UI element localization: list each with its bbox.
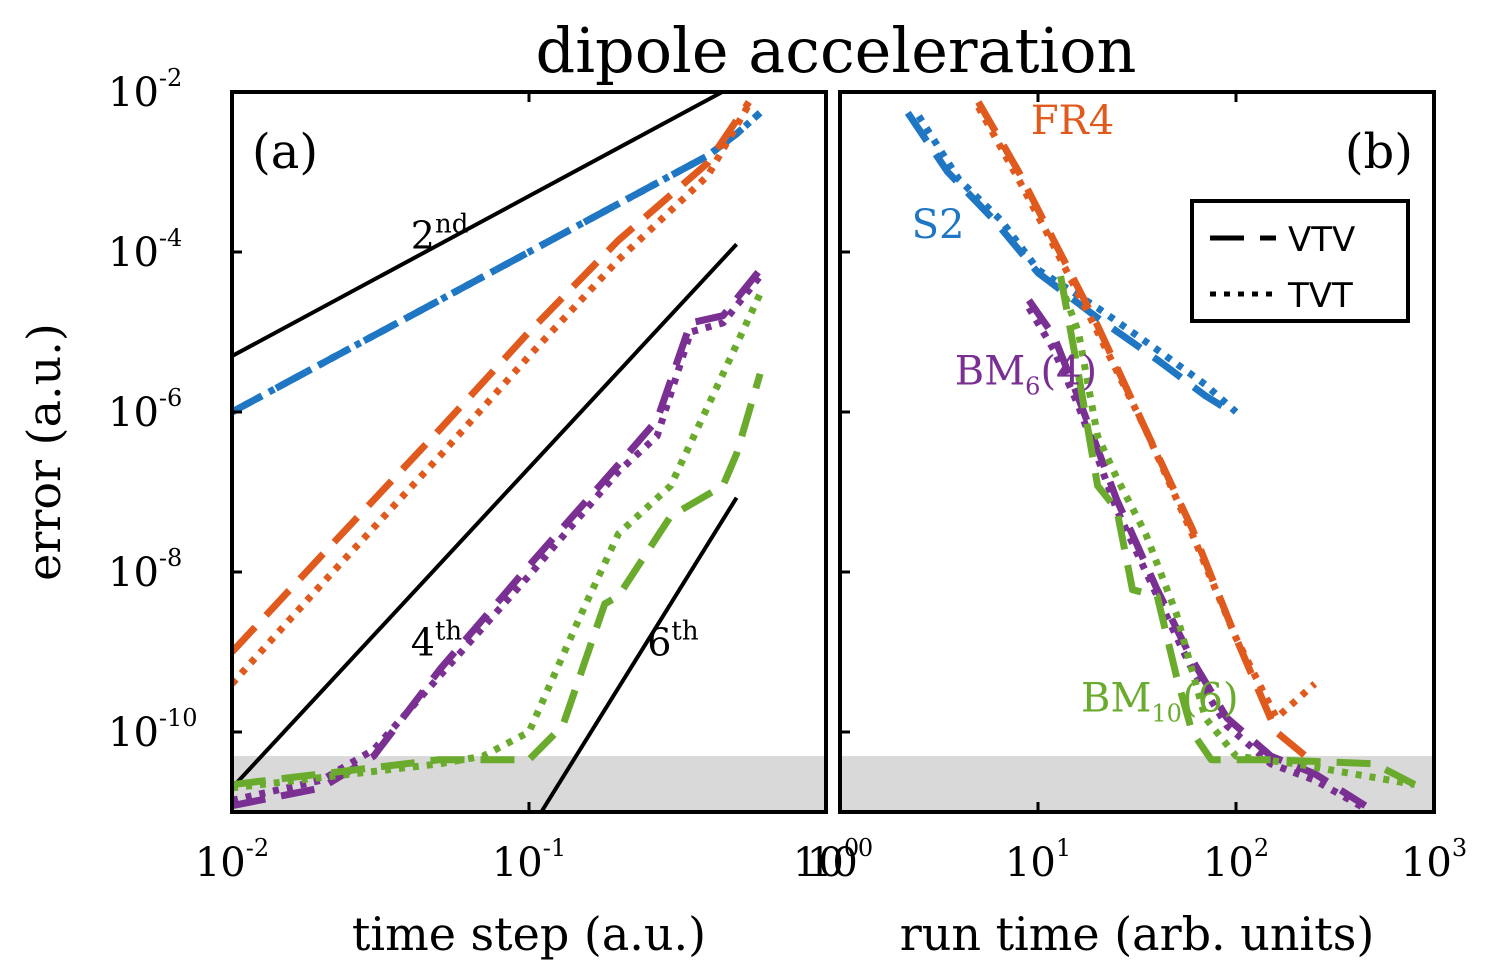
series-bm6-4-dashed <box>232 267 763 810</box>
panel-b: 100 101 102 103 S2 FR4 BM6(4) BM10(6) (b) run … <box>807 90 1467 961</box>
y-axis-label: error (a.u.) <box>17 323 71 581</box>
legend-label-vtv: VTV <box>1288 220 1355 260</box>
reference-line-order-2 <box>232 92 727 358</box>
panel-label: (b) <box>1345 124 1413 180</box>
y-tick-label: 10-6 <box>108 384 182 436</box>
figure-title: dipole acceleration <box>536 14 1137 87</box>
x-tick-label: 103 <box>1401 834 1467 886</box>
reference-line-order-4 <box>232 242 739 790</box>
method-label-bm10-6: BM10(6) <box>1081 676 1239 728</box>
reference-line-order-6 <box>539 496 739 812</box>
reference-label-order-6: 6th <box>647 617 699 665</box>
method-label-fr4: FR4 <box>1031 98 1114 144</box>
series-bm10-6-dashed <box>232 372 764 789</box>
y-tick-label: 10-2 <box>108 64 182 116</box>
method-label-s2: S2 <box>912 202 965 248</box>
y-tick-label: 10-8 <box>108 544 182 596</box>
x-axis-label: run time (arb. units) <box>900 907 1375 961</box>
series-s2-dotted <box>915 114 1239 415</box>
series-bm10-6-dotted <box>232 292 764 792</box>
legend-label-tvt: TVT <box>1287 276 1353 316</box>
y-tick-label: 10-4 <box>108 224 182 276</box>
x-tick-label: 10-1 <box>492 834 566 886</box>
x-axis-label: time step (a.u.) <box>352 907 706 961</box>
shaded-noise-band <box>840 756 1434 812</box>
reference-label-order-2: 2nd <box>411 210 469 258</box>
x-tick-label: 102 <box>1203 834 1269 886</box>
method-label-bm6-4: BM6(4) <box>955 349 1097 401</box>
series-bm6-4-dotted <box>232 273 763 804</box>
series-s2-dashed <box>232 110 763 416</box>
x-tick-label: 100 <box>807 834 873 886</box>
series-bm10-6-dotted <box>1057 282 1416 789</box>
axes-frame <box>838 90 1436 814</box>
legend: VTV TVT <box>1190 199 1410 323</box>
y-tick-label: 10-10 <box>108 704 198 756</box>
x-tick-label: 101 <box>1005 834 1071 886</box>
x-tick-label: 10-2 <box>195 834 269 886</box>
series-bm6-4-dashed <box>1026 298 1368 809</box>
series-fr4-dashed <box>232 100 752 655</box>
legend-box <box>1190 199 1410 323</box>
panel-label: (a) <box>252 124 318 180</box>
